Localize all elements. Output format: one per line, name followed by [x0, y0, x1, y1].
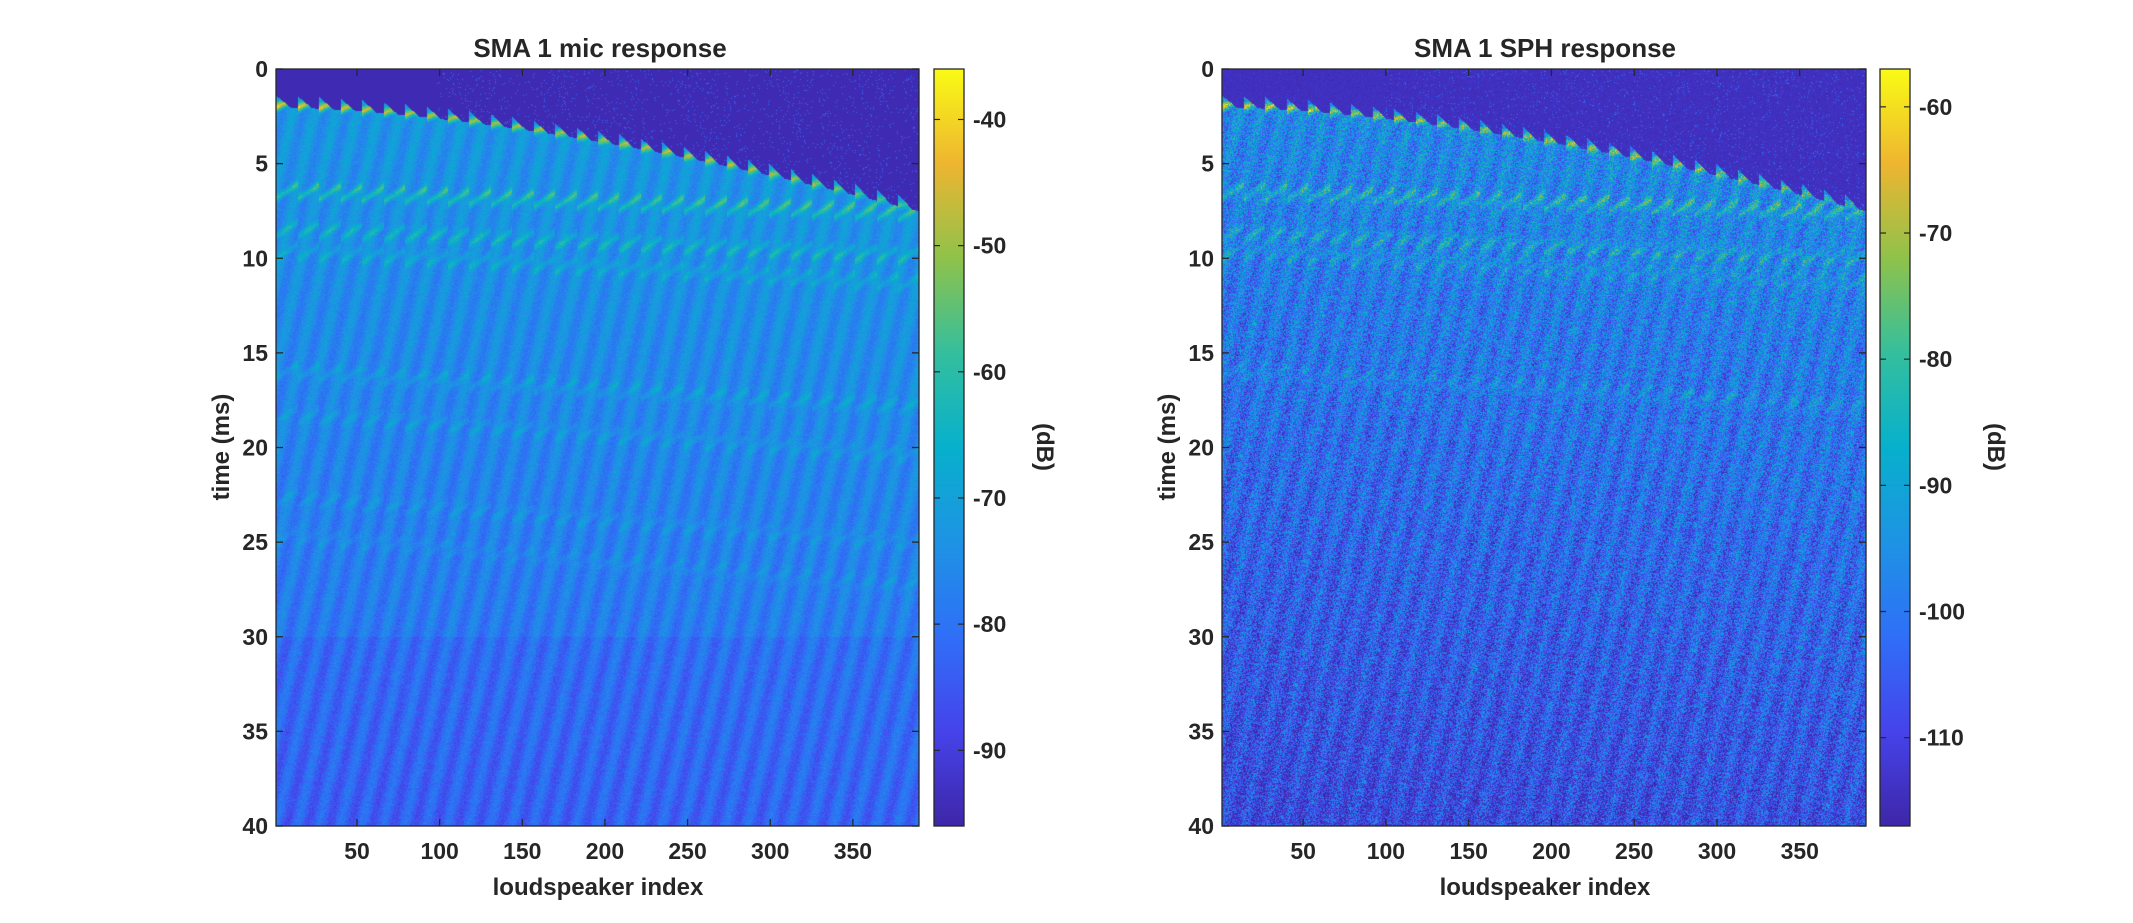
colorbar-tick-label: -70: [1919, 220, 1952, 246]
y-tick-label: 30: [242, 624, 268, 650]
y-axis-ticks: 0 5 10 15 20 25 30 35 40: [1188, 56, 1866, 839]
y-tick-label: 25: [242, 529, 268, 555]
colorbar-tick-label: -60: [973, 359, 1006, 385]
y-tick-label: 20: [1188, 435, 1214, 461]
colorbar-tick-label: -90: [973, 737, 1006, 763]
heatmap-image: [1222, 69, 1866, 826]
y-tick-label: 30: [1188, 624, 1214, 650]
x-tick-label: 250: [1615, 838, 1653, 864]
colorbar-tick-label: -50: [973, 233, 1006, 259]
colorbar-tick-label: -70: [973, 485, 1006, 511]
heatmap-image: [276, 69, 919, 826]
x-tick-label: 200: [586, 838, 624, 864]
x-axis-ticks: 50 100 150 200 250 300 350: [344, 69, 872, 864]
x-tick-label: 350: [834, 838, 872, 864]
y-axis-label: time (ms): [208, 394, 235, 501]
y-tick-label: 15: [1188, 340, 1214, 366]
colorbar-tick-label: -60: [1919, 94, 1952, 120]
colorbar-tick-label: -100: [1919, 599, 1965, 625]
y-tick-label: 0: [255, 56, 268, 82]
y-tick-label: 35: [242, 718, 268, 744]
y-tick-label: 5: [255, 151, 268, 177]
colorbar-label: (dB): [1982, 423, 2009, 471]
colorbar-tick-label: -90: [1919, 472, 1952, 498]
colorbar-tick-label: -40: [973, 106, 1006, 132]
colorbar: [933, 68, 965, 827]
chart-panel-mic: SMA 1 mic response 0 5 10 15 20 25 30 35 40 50 10…: [208, 33, 1058, 901]
chart-title: SMA 1 SPH response: [1414, 33, 1676, 63]
x-axis-label: loudspeaker index: [1440, 874, 1651, 901]
chart-title: SMA 1 mic response: [473, 33, 726, 63]
y-tick-label: 20: [242, 435, 268, 461]
colorbar-tick-label: -80: [1919, 346, 1952, 372]
y-tick-label: 5: [1201, 151, 1214, 177]
y-tick-label: 0: [1201, 56, 1214, 82]
y-tick-label: 25: [1188, 529, 1214, 555]
y-tick-label: 35: [1188, 718, 1214, 744]
x-tick-label: 300: [1698, 838, 1736, 864]
x-tick-label: 150: [1449, 838, 1487, 864]
colorbar-label: (dB): [1031, 423, 1058, 471]
x-tick-label: 200: [1532, 838, 1570, 864]
colorbar: [1879, 68, 1911, 827]
x-tick-label: 50: [1290, 838, 1316, 864]
x-tick-label: 100: [1367, 838, 1405, 864]
y-tick-label: 15: [242, 340, 268, 366]
x-tick-label: 50: [344, 838, 370, 864]
x-tick-label: 300: [751, 838, 789, 864]
x-axis-label: loudspeaker index: [493, 874, 704, 901]
x-axis-ticks: 50 100 150 200 250 300 350: [1290, 69, 1819, 864]
y-tick-label: 40: [242, 813, 268, 839]
heatmap-canvas: [276, 69, 919, 826]
colorbar-tick-label: -110: [1919, 725, 1964, 751]
x-tick-label: 350: [1781, 838, 1819, 864]
colorbar-ticks: -40 -50 -60 -70 -80 -90: [934, 106, 1006, 763]
y-tick-label: 10: [242, 245, 268, 271]
y-tick-label: 40: [1188, 813, 1214, 839]
x-tick-label: 250: [668, 838, 706, 864]
y-tick-label: 10: [1188, 245, 1214, 271]
colorbar-tick-label: -80: [973, 611, 1006, 637]
y-axis-label: time (ms): [1154, 394, 1181, 501]
heatmap-canvas: [1222, 69, 1866, 826]
y-axis-ticks: 0 5 10 15 20 25 30 35 40: [242, 56, 919, 839]
colorbar-ticks: -60 -70 -80 -90 -100 -110: [1880, 94, 1965, 751]
x-tick-label: 100: [420, 838, 458, 864]
x-tick-label: 150: [503, 838, 541, 864]
chart-panel-sph: SMA 1 SPH response 0 5 10 15 20 25 30 35 40 50 10…: [1154, 33, 2009, 901]
